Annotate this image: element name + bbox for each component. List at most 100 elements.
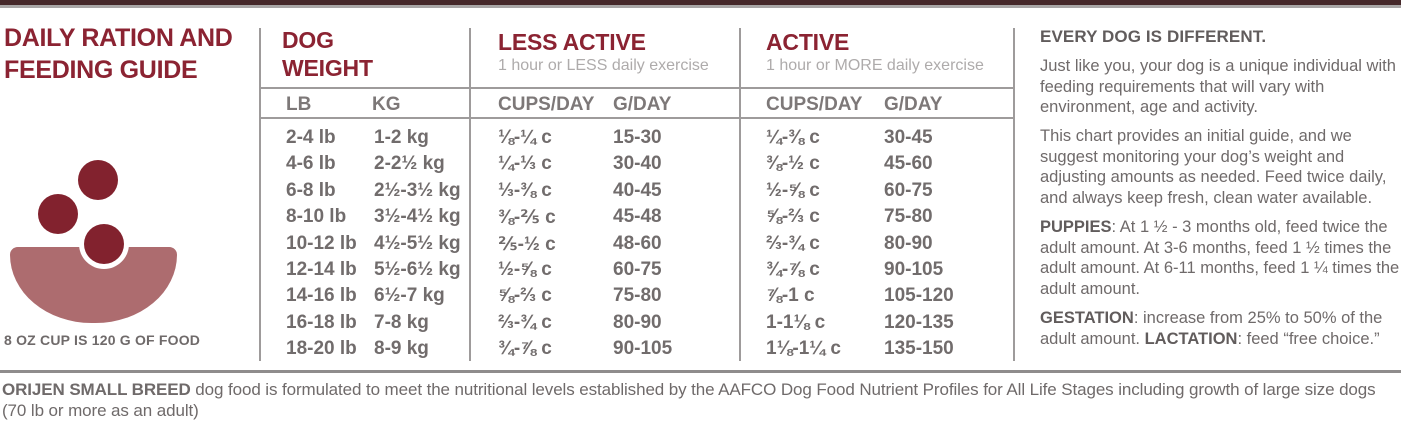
cups-less-cell: ¾-⅞ c [498, 338, 552, 360]
lb-cell: 16-18 lb [286, 311, 357, 333]
gestation-text: : increase from 25% to 50% of the adult … [1040, 309, 1383, 348]
divider [1013, 28, 1015, 361]
table-row: 6-8 lb 2½-3½ kg ⅓-⅜ c 40-45 ½-⅝ c 60-75 [0, 178, 1014, 204]
cups-less-cell: ⅖-½ c [498, 233, 556, 255]
table-row: 16-18 lb 7-8 kg ⅔-¾ c 80-90 1-1⅛ c 120-1… [0, 310, 1014, 336]
kibble-icon [78, 160, 118, 200]
top-accent-underline [0, 5, 1401, 8]
kibble-icon [84, 224, 124, 264]
column-header-g-active: G/DAY [884, 94, 943, 115]
g-active-cell: 135-150 [884, 338, 954, 360]
kg-cell: 7-8 kg [374, 311, 429, 333]
page-title: DAILY RATION AND FEEDING GUIDE [4, 24, 233, 84]
lb-cell: 8-10 lb [286, 206, 347, 228]
info-paragraph: Just like you, your dog is a unique indi… [1040, 57, 1396, 116]
kg-cell: 8-9 kg [374, 338, 429, 360]
table-row: 12-14 lb 5½-6½ kg ½-⅝ c 60-75 ¾-⅞ c 90-1… [0, 257, 1014, 283]
group-header-dog-weight: DOG WEIGHT [282, 27, 373, 82]
kibble-icon [38, 194, 78, 234]
column-header-cups-less: CUPS/DAY [498, 94, 595, 115]
lactation-label: LACTATION [1144, 329, 1238, 348]
info-paragraph: This chart provides an initial guide, an… [1040, 127, 1387, 207]
table-row: 14-16 lb 6½-7 kg ⅝-⅔ c 75-80 ⅞-1 c 105-1… [0, 283, 1014, 309]
lb-cell: 4-6 lb [286, 153, 336, 175]
g-less-cell: 60-75 [613, 258, 662, 280]
divider [259, 87, 1015, 89]
kg-cell: 6½-7 kg [374, 285, 445, 307]
cups-less-cell: ⅓-⅜ c [498, 179, 552, 201]
lb-cell: 14-16 lb [286, 285, 357, 307]
cups-active-cell: 1⅛-1¼ c [766, 338, 841, 360]
puppies-label: PUPPIES [1040, 218, 1112, 237]
cups-active-cell: ⅔-¾ c [766, 232, 820, 254]
brand-name: ORIJEN SMALL BREED [2, 380, 191, 399]
group-header-active: ACTIVE [766, 29, 850, 55]
divider [259, 28, 261, 361]
group-subtitle-active: 1 hour or MORE daily exercise [766, 57, 984, 74]
puppies-paragraph: PUPPIES: At 1 ½ - 3 months old, feed twi… [1040, 217, 1400, 299]
column-header-lb: LB [286, 94, 312, 115]
kg-cell: 5½-6½ kg [374, 258, 461, 280]
group-header-less-active: LESS ACTIVE [498, 29, 646, 55]
lb-cell: 2-4 lb [286, 127, 336, 148]
divider [739, 28, 741, 361]
g-active-cell: 30-45 [884, 127, 933, 148]
lb-cell: 12-14 lb [286, 258, 357, 280]
divider [469, 28, 471, 361]
puppies-text: : At 1 ½ - 3 months old, feed twice the … [1040, 218, 1400, 298]
divider [259, 117, 1015, 119]
gestation-lactation-paragraph: GESTATION: increase from 25% to 50% of t… [1040, 308, 1400, 349]
group-subtitle-less-active: 1 hour or LESS daily exercise [498, 57, 709, 74]
g-active-cell: 45-60 [884, 153, 933, 175]
g-less-cell: 75-80 [613, 285, 662, 307]
cups-active-cell: ¾-⅞ c [766, 258, 820, 280]
g-less-cell: 15-30 [613, 127, 662, 148]
dog-bowl-graphic [8, 155, 186, 330]
cups-less-cell: ⅝-⅔ c [498, 285, 552, 307]
table-row: 18-20 lb 8-9 kg ¾-⅞ c 90-105 1⅛-1¼ c 135… [0, 336, 1014, 362]
table-row: 4-6 lb 2-2½ kg ¼-⅓ c 30-40 ⅜-½ c 45-60 [0, 151, 1014, 177]
g-less-cell: 30-40 [613, 153, 662, 175]
cups-active-cell: ⅞-1 c [766, 285, 815, 307]
kg-cell: 2-2½ kg [374, 153, 445, 175]
g-less-cell: 80-90 [613, 311, 662, 333]
column-header-cups-active: CUPS/DAY [766, 94, 863, 115]
lactation-text: : feed “free choice.” [1237, 329, 1380, 348]
g-active-cell: 105-120 [884, 285, 954, 307]
cups-less-cell: ⅛-¼ c [498, 127, 552, 148]
aafco-statement-line2: (70 lb or more as an adult) [2, 401, 199, 421]
info-panel: EVERY DOG IS DIFFERENT. Just like you, y… [1040, 26, 1400, 358]
g-less-cell: 40-45 [613, 179, 662, 201]
table-row: 2-4 lb 1-2 kg ⅛-¼ c 15-30 ¼-⅜ c 30-45 [0, 125, 1014, 151]
kg-cell: 1-2 kg [374, 127, 429, 148]
table-row: 10-12 lb 4½-5½ kg ⅖-½ c 48-60 ⅔-¾ c 80-9… [0, 231, 1014, 257]
cups-less-cell: ⅜-⅖ c [498, 207, 556, 229]
kg-cell: 2½-3½ kg [374, 179, 461, 201]
g-active-cell: 80-90 [884, 232, 933, 254]
g-less-cell: 90-105 [613, 338, 673, 360]
cups-active-cell: ½-⅝ c [766, 179, 820, 201]
g-active-cell: 60-75 [884, 179, 933, 201]
kg-cell: 3½-4½ kg [374, 206, 461, 228]
lb-cell: 6-8 lb [286, 179, 336, 201]
aafco-statement-line1: ORIJEN SMALL BREED dog food is formulate… [2, 379, 1400, 400]
aafco-statement: ORIJEN SMALL BREED dog food is formulate… [2, 379, 1400, 422]
g-less-cell: 45-48 [613, 206, 662, 228]
g-active-cell: 75-80 [884, 206, 933, 228]
kg-cell: 4½-5½ kg [374, 232, 461, 254]
aafco-text: dog food is formulated to meet the nutri… [190, 380, 1376, 399]
column-header-g-less: G/DAY [613, 94, 672, 115]
cups-active-cell: ¼-⅜ c [766, 127, 820, 148]
cup-measure-note: 8 OZ CUP IS 120 G OF FOOD [4, 332, 201, 348]
cups-less-cell: ½-⅝ c [498, 258, 552, 280]
table-row: 8-10 lb 3½-4½ kg ⅜-⅖ c 45-48 ⅝-⅔ c 75-80 [0, 204, 1014, 230]
column-header-kg: KG [372, 94, 401, 115]
cups-active-cell: ⅝-⅔ c [766, 206, 820, 228]
g-less-cell: 48-60 [613, 232, 662, 254]
top-accent-bar [0, 0, 1401, 5]
cups-active-cell: 1-1⅛ c [766, 311, 826, 333]
cups-less-cell: ¼-⅓ c [498, 153, 552, 175]
footer-divider [0, 370, 1401, 373]
info-heading: EVERY DOG IS DIFFERENT. [1040, 27, 1267, 46]
lb-cell: 10-12 lb [286, 232, 357, 254]
